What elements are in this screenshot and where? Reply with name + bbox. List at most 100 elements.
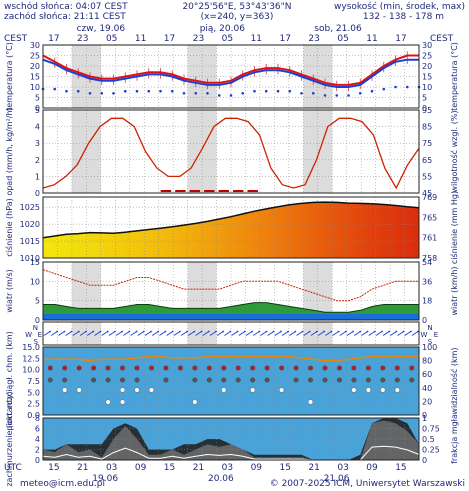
wind-arrow — [281, 331, 289, 336]
top-hour-label: 23 — [77, 34, 88, 44]
wind-arrow-head — [287, 330, 290, 333]
cloud-level-dot — [47, 377, 53, 383]
wind-kmh-tick: 36 — [422, 277, 432, 286]
wind-arrow-head — [171, 330, 174, 333]
pressure-tick: 1010 — [20, 254, 40, 263]
wind-arrow — [58, 331, 65, 336]
wind-arrow — [173, 331, 181, 336]
dewpoint-point — [53, 87, 57, 91]
wind-arrow — [289, 331, 296, 336]
cloudcover-tick: 0 — [35, 456, 40, 465]
wind-arrow-head — [323, 330, 326, 333]
wind-arrow-head — [186, 330, 188, 333]
wind-arrow-head — [308, 330, 311, 333]
temperature-tick: 30 — [30, 41, 40, 50]
bottom-hour-label: 09 — [366, 463, 378, 473]
cloud-level-dot — [192, 377, 198, 383]
temperature-mean-line — [42, 58, 419, 88]
temperature-tick-right: 30 — [422, 41, 432, 50]
timezone-left: CEST — [4, 34, 28, 44]
wind-low-band — [43, 314, 419, 320]
top-hour-label: 05 — [222, 34, 233, 44]
dewpoint-point — [241, 92, 245, 95]
dewpoint-point — [358, 92, 362, 95]
precip-bar — [175, 190, 186, 192]
wind-arrow — [260, 331, 267, 336]
wind-arrow-head — [337, 330, 340, 333]
cloud-level-dot — [163, 365, 169, 371]
wind-arrow-head — [373, 330, 376, 333]
temperature-axis-title-right: temperatura (°C) — [450, 42, 459, 111]
top-hour-label: 17 — [48, 34, 59, 44]
precip-tick: 5 — [35, 106, 40, 115]
top-hour-label: 05 — [106, 34, 117, 44]
wind-arrow-head — [178, 330, 181, 333]
wind-speed-line — [43, 302, 419, 313]
cloudcover-tick: 6 — [35, 425, 40, 434]
visibility-tick: 0 — [422, 411, 427, 420]
wind-arrow — [101, 331, 108, 336]
coords-text: 20°25'56"E, 53°43'36"N — [182, 2, 291, 12]
pressure-mmhg-tick: 769 — [422, 193, 437, 202]
humidity-tick: 85 — [422, 123, 432, 132]
wind-arrow-head — [207, 330, 210, 333]
wind-arrow — [195, 331, 202, 336]
cloud-level-tick: 5.0 — [27, 388, 40, 397]
cloud-level-dot — [76, 365, 82, 371]
compass-label-right: E — [434, 331, 438, 339]
wind-arrow — [339, 331, 347, 336]
cloud-level-dot — [250, 365, 256, 371]
wind-arrow-head — [49, 330, 51, 333]
cloud-level-dot — [120, 365, 125, 371]
night-band — [303, 322, 333, 345]
cloud-level-dot — [235, 377, 241, 383]
cloud-level-dot — [293, 377, 299, 383]
wind-arrow-head — [402, 330, 405, 333]
panel-frame — [42, 196, 420, 259]
day-label-top: czw, 19.06 — [77, 24, 126, 34]
wind-arrow-head — [272, 330, 275, 333]
cloudcover-axis-title: zachmurzenie (oktanty) — [5, 391, 14, 486]
precip-bar — [160, 190, 172, 192]
wind-tick: 5 — [35, 297, 40, 306]
bottom-hour-label: 03 — [337, 463, 348, 473]
wind-arrow — [361, 331, 368, 336]
compass-label: E — [38, 331, 42, 339]
wind-arrow — [65, 331, 72, 336]
wind-tick: 0 — [35, 316, 40, 325]
visibility-tick: 100 — [422, 343, 437, 352]
dewpoint-point — [405, 85, 409, 89]
cloud-level-dot — [308, 399, 313, 405]
wind-arrow — [310, 331, 318, 336]
wind-arrow — [202, 331, 209, 336]
elevation-values: 132 - 138 - 178 m — [363, 12, 444, 22]
dewpoint-point — [370, 89, 374, 93]
temperature-tick-right: 10 — [422, 83, 432, 92]
cloud-level-dot — [394, 377, 400, 383]
cloud-level-dot — [264, 377, 270, 383]
wind-arrow-head — [229, 330, 232, 333]
cloudcover-tick: 8 — [35, 414, 40, 423]
precip-bar — [247, 190, 258, 192]
wind-arrow-head — [316, 330, 318, 333]
cloud-level-dot — [120, 377, 125, 383]
cloud-level-tick: 12.5 — [22, 354, 40, 363]
cloud-level-dot — [91, 365, 97, 371]
top-hour-label: 23 — [193, 34, 204, 44]
dewpoint-point — [276, 89, 280, 93]
wind-arrow — [180, 331, 188, 336]
dewpoint-point — [182, 92, 186, 95]
dewpoint-point — [206, 92, 209, 95]
wind-arrow-head — [417, 330, 419, 333]
dewpoint-point — [88, 92, 92, 95]
dewpoint-point — [335, 94, 339, 97]
wind-arrow-head — [280, 330, 282, 333]
visibility-line — [43, 355, 419, 362]
cloud-level-dot — [105, 399, 111, 405]
day-label-top: pią, 20.06 — [200, 24, 245, 34]
wind-arrow — [253, 331, 260, 336]
day-label-top: sob, 21.06 — [314, 24, 362, 34]
bottom-hour-label: 21 — [77, 463, 88, 473]
wind-arrow — [108, 331, 116, 336]
cloud-level-dot — [380, 387, 386, 393]
